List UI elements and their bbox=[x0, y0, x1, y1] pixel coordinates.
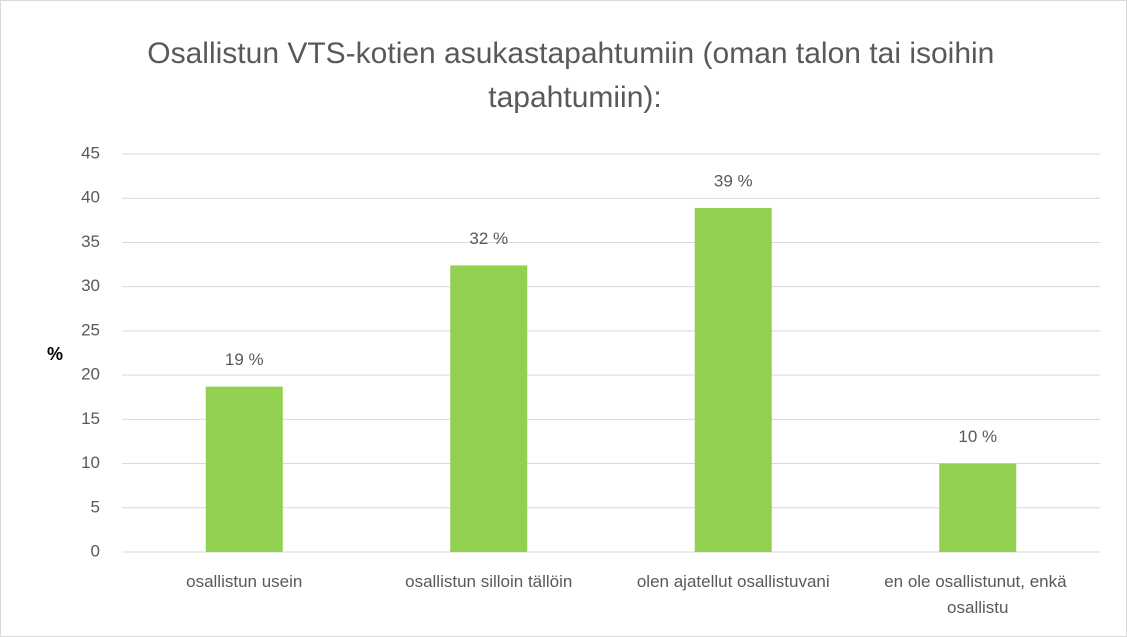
bar bbox=[694, 207, 772, 552]
y-axis-label: % bbox=[47, 344, 63, 364]
x-tick-label: olen ajatellut osallistuvani bbox=[637, 572, 830, 591]
y-tick-label: 10 bbox=[81, 453, 100, 472]
data-label: 19 % bbox=[225, 350, 264, 369]
chart-title: Osallistun VTS-kotien asukastapahtumiin … bbox=[147, 37, 1002, 114]
data-label: 39 % bbox=[714, 171, 753, 190]
y-tick-label: 35 bbox=[81, 232, 100, 251]
y-tick-label: 30 bbox=[81, 276, 100, 295]
x-tick-label: osallistun silloin tällöin bbox=[405, 572, 572, 591]
y-tick-label: 25 bbox=[81, 320, 100, 339]
y-tick-label: 15 bbox=[81, 409, 100, 428]
data-label: 10 % bbox=[958, 427, 997, 446]
data-label: 32 % bbox=[469, 229, 508, 248]
bar bbox=[939, 463, 1017, 552]
x-tick-label: en ole osallistunut, enkä osallistu bbox=[884, 572, 1071, 617]
y-tick-label: 0 bbox=[91, 541, 100, 560]
bar bbox=[205, 386, 283, 552]
bar bbox=[450, 265, 528, 552]
y-tick-label: 45 bbox=[81, 143, 100, 162]
y-tick-label: 20 bbox=[81, 365, 100, 384]
x-tick-label: osallistun usein bbox=[186, 572, 302, 591]
y-tick-label: 40 bbox=[81, 188, 100, 207]
y-tick-label: 5 bbox=[91, 497, 100, 516]
